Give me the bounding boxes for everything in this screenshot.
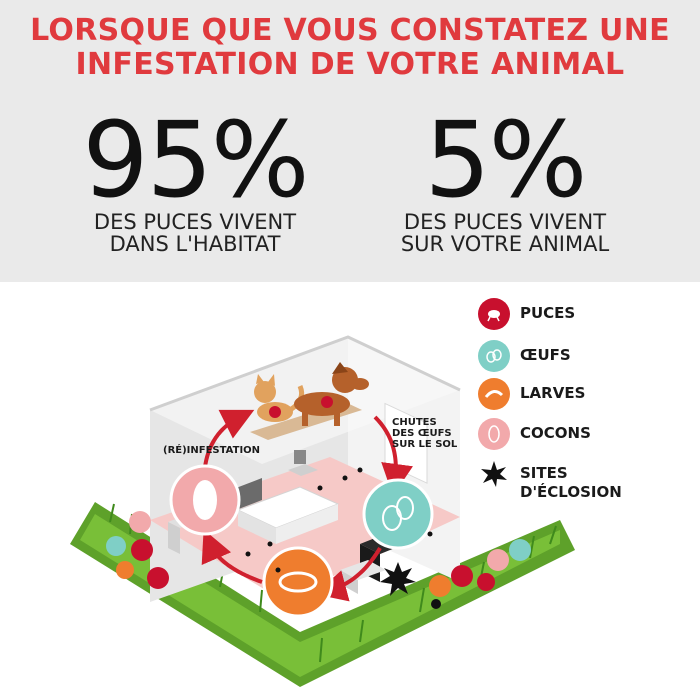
flea-icon (478, 298, 510, 330)
stat-animal-value: 5% (424, 99, 588, 221)
legend-item-cocoons: COCONS (478, 418, 591, 450)
egg-drop-line-2: DES ŒUFS (392, 428, 452, 439)
headline: LORSQUE QUE VOUS CONSTATEZ UNE INFESTATI… (0, 14, 700, 82)
legend-item-larvae: LARVES (478, 378, 585, 410)
headline-line-2: INFESTATION DE VOTRE ANIMAL (75, 47, 625, 82)
legend-label-hatching-sites-1: SITES (520, 464, 568, 482)
stat-habitat-caption-1: DES PUCES VIVENT (93, 210, 297, 234)
legend-label-cocoons: COCONS (520, 424, 591, 442)
stage-cocoon (169, 464, 241, 536)
stage-larva (262, 546, 334, 618)
pets (254, 362, 369, 426)
stat-animal: 5% DES PUCES VIVENT SUR VOTRE ANIMAL (370, 108, 640, 256)
hatching-site (380, 562, 416, 596)
grass-icons (106, 511, 531, 609)
eggs-icon (478, 340, 510, 372)
legend-label-larvae: LARVES (520, 384, 586, 402)
stat-animal-caption-2: SUR VOTRE ANIMAL (400, 232, 610, 256)
stat-animal-caption-1: DES PUCES VIVENT (403, 210, 607, 234)
legend-item-fleas: PUCES (478, 298, 575, 330)
stat-habitat-value: 95% (82, 99, 309, 221)
floor-dots (245, 467, 433, 573)
legend-label-fleas: PUCES (520, 304, 576, 322)
hatching-site-icon (478, 458, 510, 490)
egg-drop-line-3: SUR LE SOL (392, 439, 458, 450)
header-band (0, 0, 700, 282)
legend-item-hatching-sites: SITES D'ÉCLOSION (478, 458, 622, 502)
legend-label-hatching-sites: SITES D'ÉCLOSION (520, 458, 622, 502)
larva-icon (478, 378, 510, 410)
headline-line-1: LORSQUE QUE VOUS CONSTATEZ UNE (30, 13, 670, 48)
legend-item-eggs: ŒUFS (478, 340, 571, 372)
legend-label-eggs: ŒUFS (520, 346, 571, 364)
house-lifecycle-diagram (70, 335, 575, 687)
stat-habitat-caption-2: DANS L'HABITAT (109, 232, 281, 256)
egg-drop-line-1: CHUTES (392, 417, 437, 428)
stat-habitat: 95% DES PUCES VIVENT DANS L'HABITAT (60, 108, 330, 256)
cocoon-icon (478, 418, 510, 450)
egg-drop-label: CHUTES DES ŒUFS SUR LE SOL (392, 417, 457, 450)
stage-eggs (362, 478, 434, 550)
lifecycle-arrows (201, 409, 413, 602)
legend-label-hatching-sites-2: D'ÉCLOSION (520, 483, 622, 501)
reinfestation-label: (RÉ)INFESTATION (163, 445, 261, 456)
